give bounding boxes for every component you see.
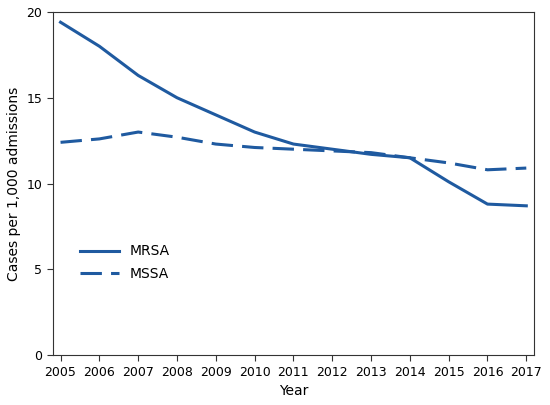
MRSA: [57, 20, 64, 25]
MRSA: [135, 73, 141, 78]
MSSA: [406, 156, 413, 160]
MRSA: [290, 142, 296, 147]
Y-axis label: Cases per 1,000 admissions: Cases per 1,000 admissions: [7, 86, 21, 281]
MRSA: [523, 203, 530, 208]
MRSA: [484, 202, 491, 207]
MSSA: [446, 160, 452, 165]
MSSA: [57, 140, 64, 145]
MSSA: [368, 150, 375, 155]
MSSA: [174, 135, 180, 140]
MRSA: [251, 130, 258, 134]
Line: MSSA: MSSA: [60, 132, 526, 170]
MSSA: [135, 130, 141, 134]
MSSA: [523, 166, 530, 171]
MSSA: [484, 167, 491, 172]
MRSA: [329, 147, 336, 151]
Legend: MRSA, MSSA: MRSA, MSSA: [74, 239, 175, 286]
MRSA: [406, 156, 413, 160]
MSSA: [212, 142, 219, 147]
MSSA: [290, 147, 296, 151]
MRSA: [212, 113, 219, 117]
MSSA: [96, 136, 103, 141]
MRSA: [174, 95, 180, 100]
MRSA: [96, 44, 103, 49]
MSSA: [329, 149, 336, 153]
MRSA: [446, 179, 452, 184]
X-axis label: Year: Year: [279, 384, 308, 398]
MSSA: [251, 145, 258, 150]
MRSA: [368, 152, 375, 157]
Line: MRSA: MRSA: [60, 22, 526, 206]
